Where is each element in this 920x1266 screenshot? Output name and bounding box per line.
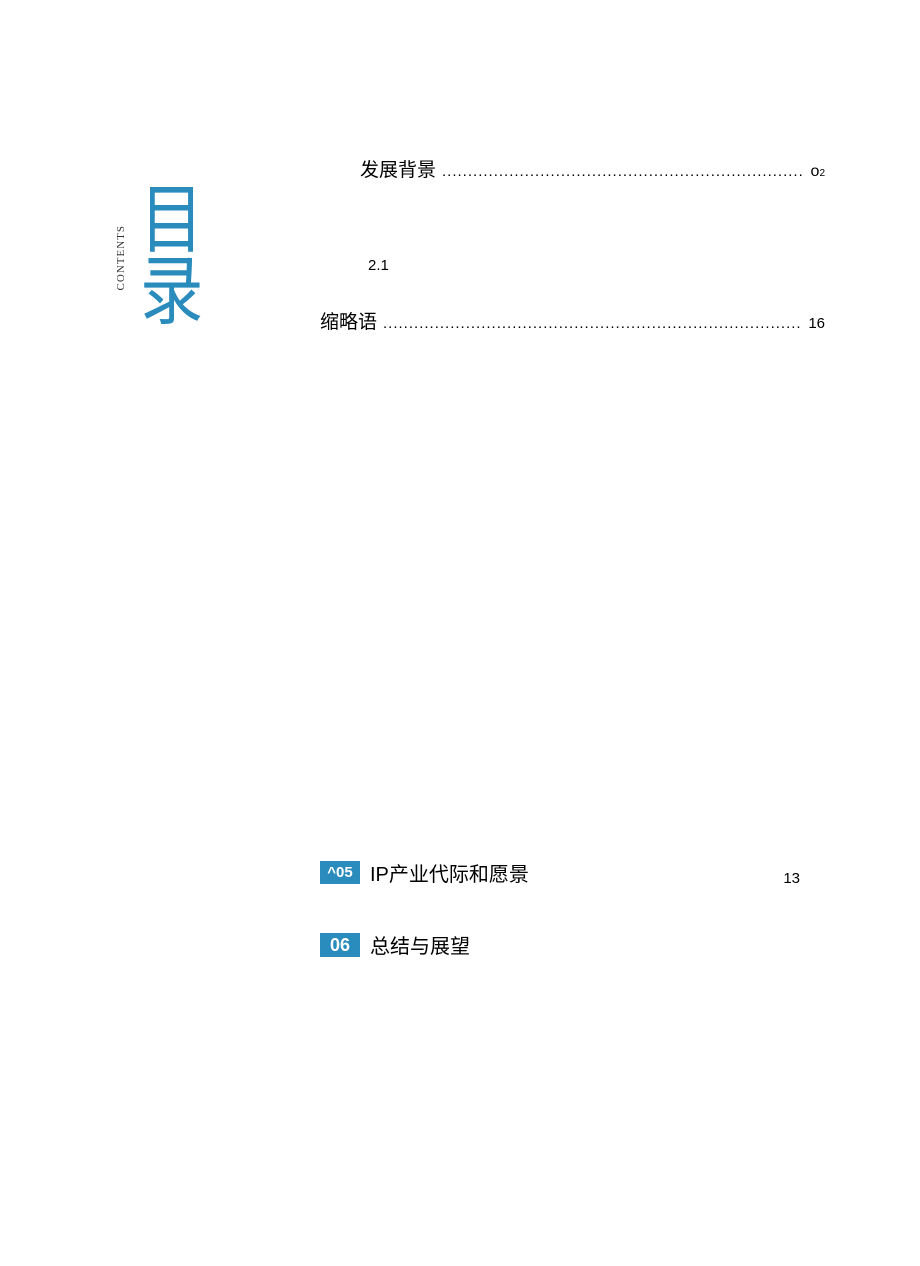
toc-entry-2-title: 缩略语 <box>320 307 377 334</box>
toc-entry-2-page: 16 <box>808 315 825 332</box>
toc-heading: 目 录 <box>140 185 202 329</box>
section-05-row: ^05 IP产业代际和愿景 <box>320 858 529 887</box>
toc-page: CONTENTS 目 录 发展背景 ......................… <box>0 0 920 1266</box>
toc-entry-2-leader: ........................................… <box>383 315 802 332</box>
toc-heading-char-1: 目 <box>140 185 202 257</box>
section-06-title: 总结与展望 <box>370 930 470 959</box>
section-06-row: 06 总结与展望 <box>320 930 470 959</box>
section-05-number-box: ^05 <box>320 861 360 884</box>
section-05-page: 13 <box>783 870 800 887</box>
contents-vertical-label: CONTENTS <box>115 225 127 290</box>
toc-entry-1-page-sub: 2 <box>819 168 825 179</box>
toc-heading-char-2: 录 <box>140 257 202 329</box>
toc-entry-2: 缩略语 ....................................… <box>320 307 825 334</box>
toc-entry-1-page-prefix: o <box>811 163 820 181</box>
section-05-title: IP产业代际和愿景 <box>370 858 529 887</box>
section-06-number-box: 06 <box>320 933 360 957</box>
toc-sub-number: 2.1 <box>368 257 389 274</box>
toc-entry-1-title: 发展背景 <box>360 155 436 182</box>
toc-entry-1-leader: ........................................… <box>442 163 805 180</box>
toc-entry-1: 发展背景 ...................................… <box>360 155 825 182</box>
